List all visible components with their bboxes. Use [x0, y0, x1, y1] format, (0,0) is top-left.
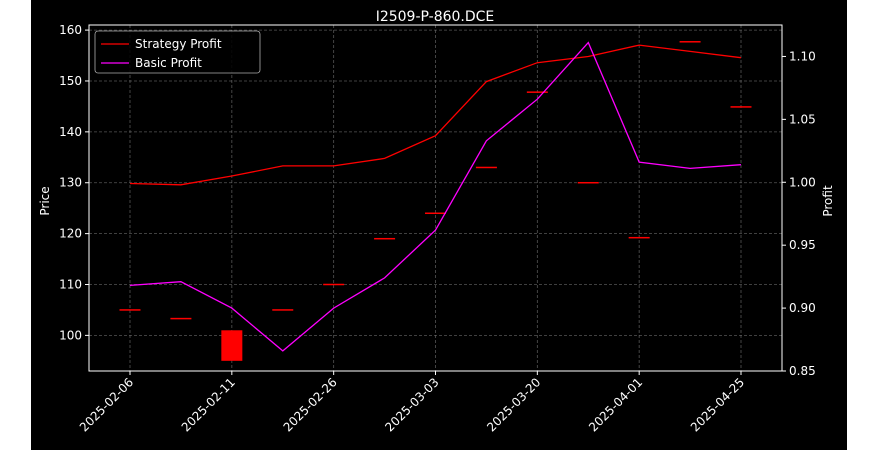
x-axis: 2025-02-06 2025-02-11 2025-02-26 2025-03-03…: [77, 371, 747, 434]
y-tick-label: 140: [59, 125, 82, 139]
profit-lines: [129, 41, 742, 352]
x-tick-label: 2025-02-26: [281, 375, 340, 434]
y-tick-label: 110: [59, 278, 82, 292]
x-tick-label: 2025-04-01: [586, 375, 645, 434]
basic-profit-line: [129, 41, 742, 352]
y-tick-label: 150: [59, 74, 82, 88]
y2-tick-label: 0.85: [789, 364, 816, 378]
x-tick-label: 2025-03-20: [484, 375, 543, 434]
candle-bar: [730, 106, 752, 108]
x-tick-label: 2025-02-11: [179, 375, 238, 434]
candle-bar: [475, 166, 497, 169]
chart-figure: I2509-P-860.DCE 100 110 120 130 140 150 160 0.…: [31, 0, 847, 450]
y2-tick-label: 1.05: [789, 112, 816, 126]
y-tick-label: 120: [59, 227, 82, 241]
y2-tick-label: 0.95: [789, 238, 816, 252]
y-axis-right: 0.85 0.90 0.95 1.00 1.05 1.10: [782, 49, 816, 378]
chart-legend: Strategy Profit Basic Profit: [94, 30, 261, 74]
price-candles: [119, 41, 752, 361]
candle-bar: [272, 309, 294, 311]
candle-bar: [374, 237, 396, 240]
chart-title: I2509-P-860.DCE: [376, 9, 495, 25]
chart-canvas: I2509-P-860.DCE 100 110 120 130 140 150 160 0.…: [38, 9, 835, 434]
candle-bar: [679, 41, 701, 43]
candle-bar: [323, 283, 345, 286]
candle-bar: [577, 181, 599, 184]
legend-label-strategy-profit: Strategy Profit: [135, 37, 222, 51]
x-tick-label: 2025-04-25: [688, 375, 747, 434]
y2-tick-label: 1.00: [789, 175, 816, 189]
x-tick-label: 2025-02-06: [77, 375, 136, 434]
candle-bar: [628, 236, 650, 239]
y2-tick-label: 0.90: [789, 301, 816, 315]
chart-grid: [89, 25, 782, 371]
candle-bar: [221, 330, 243, 361]
y-tick-label: 100: [59, 328, 82, 342]
x-tick-label: 2025-03-03: [382, 375, 441, 434]
strategy-profit-line: [129, 44, 742, 186]
candle-bar: [170, 317, 192, 320]
legend-label-basic-profit: Basic Profit: [135, 56, 202, 70]
y2-axis-label: Profit: [821, 185, 835, 217]
candle-bar: [119, 309, 141, 311]
y2-tick-label: 1.10: [789, 49, 816, 63]
y-tick-label: 130: [59, 176, 82, 190]
candle-bar: [526, 91, 548, 93]
y-tick-label: 160: [59, 23, 82, 37]
legend-box: [94, 30, 261, 74]
y-axis-left: 100 110 120 130 140 150 160: [59, 23, 89, 342]
y-axis-label: Price: [38, 186, 52, 215]
candle-bar: [425, 212, 446, 215]
